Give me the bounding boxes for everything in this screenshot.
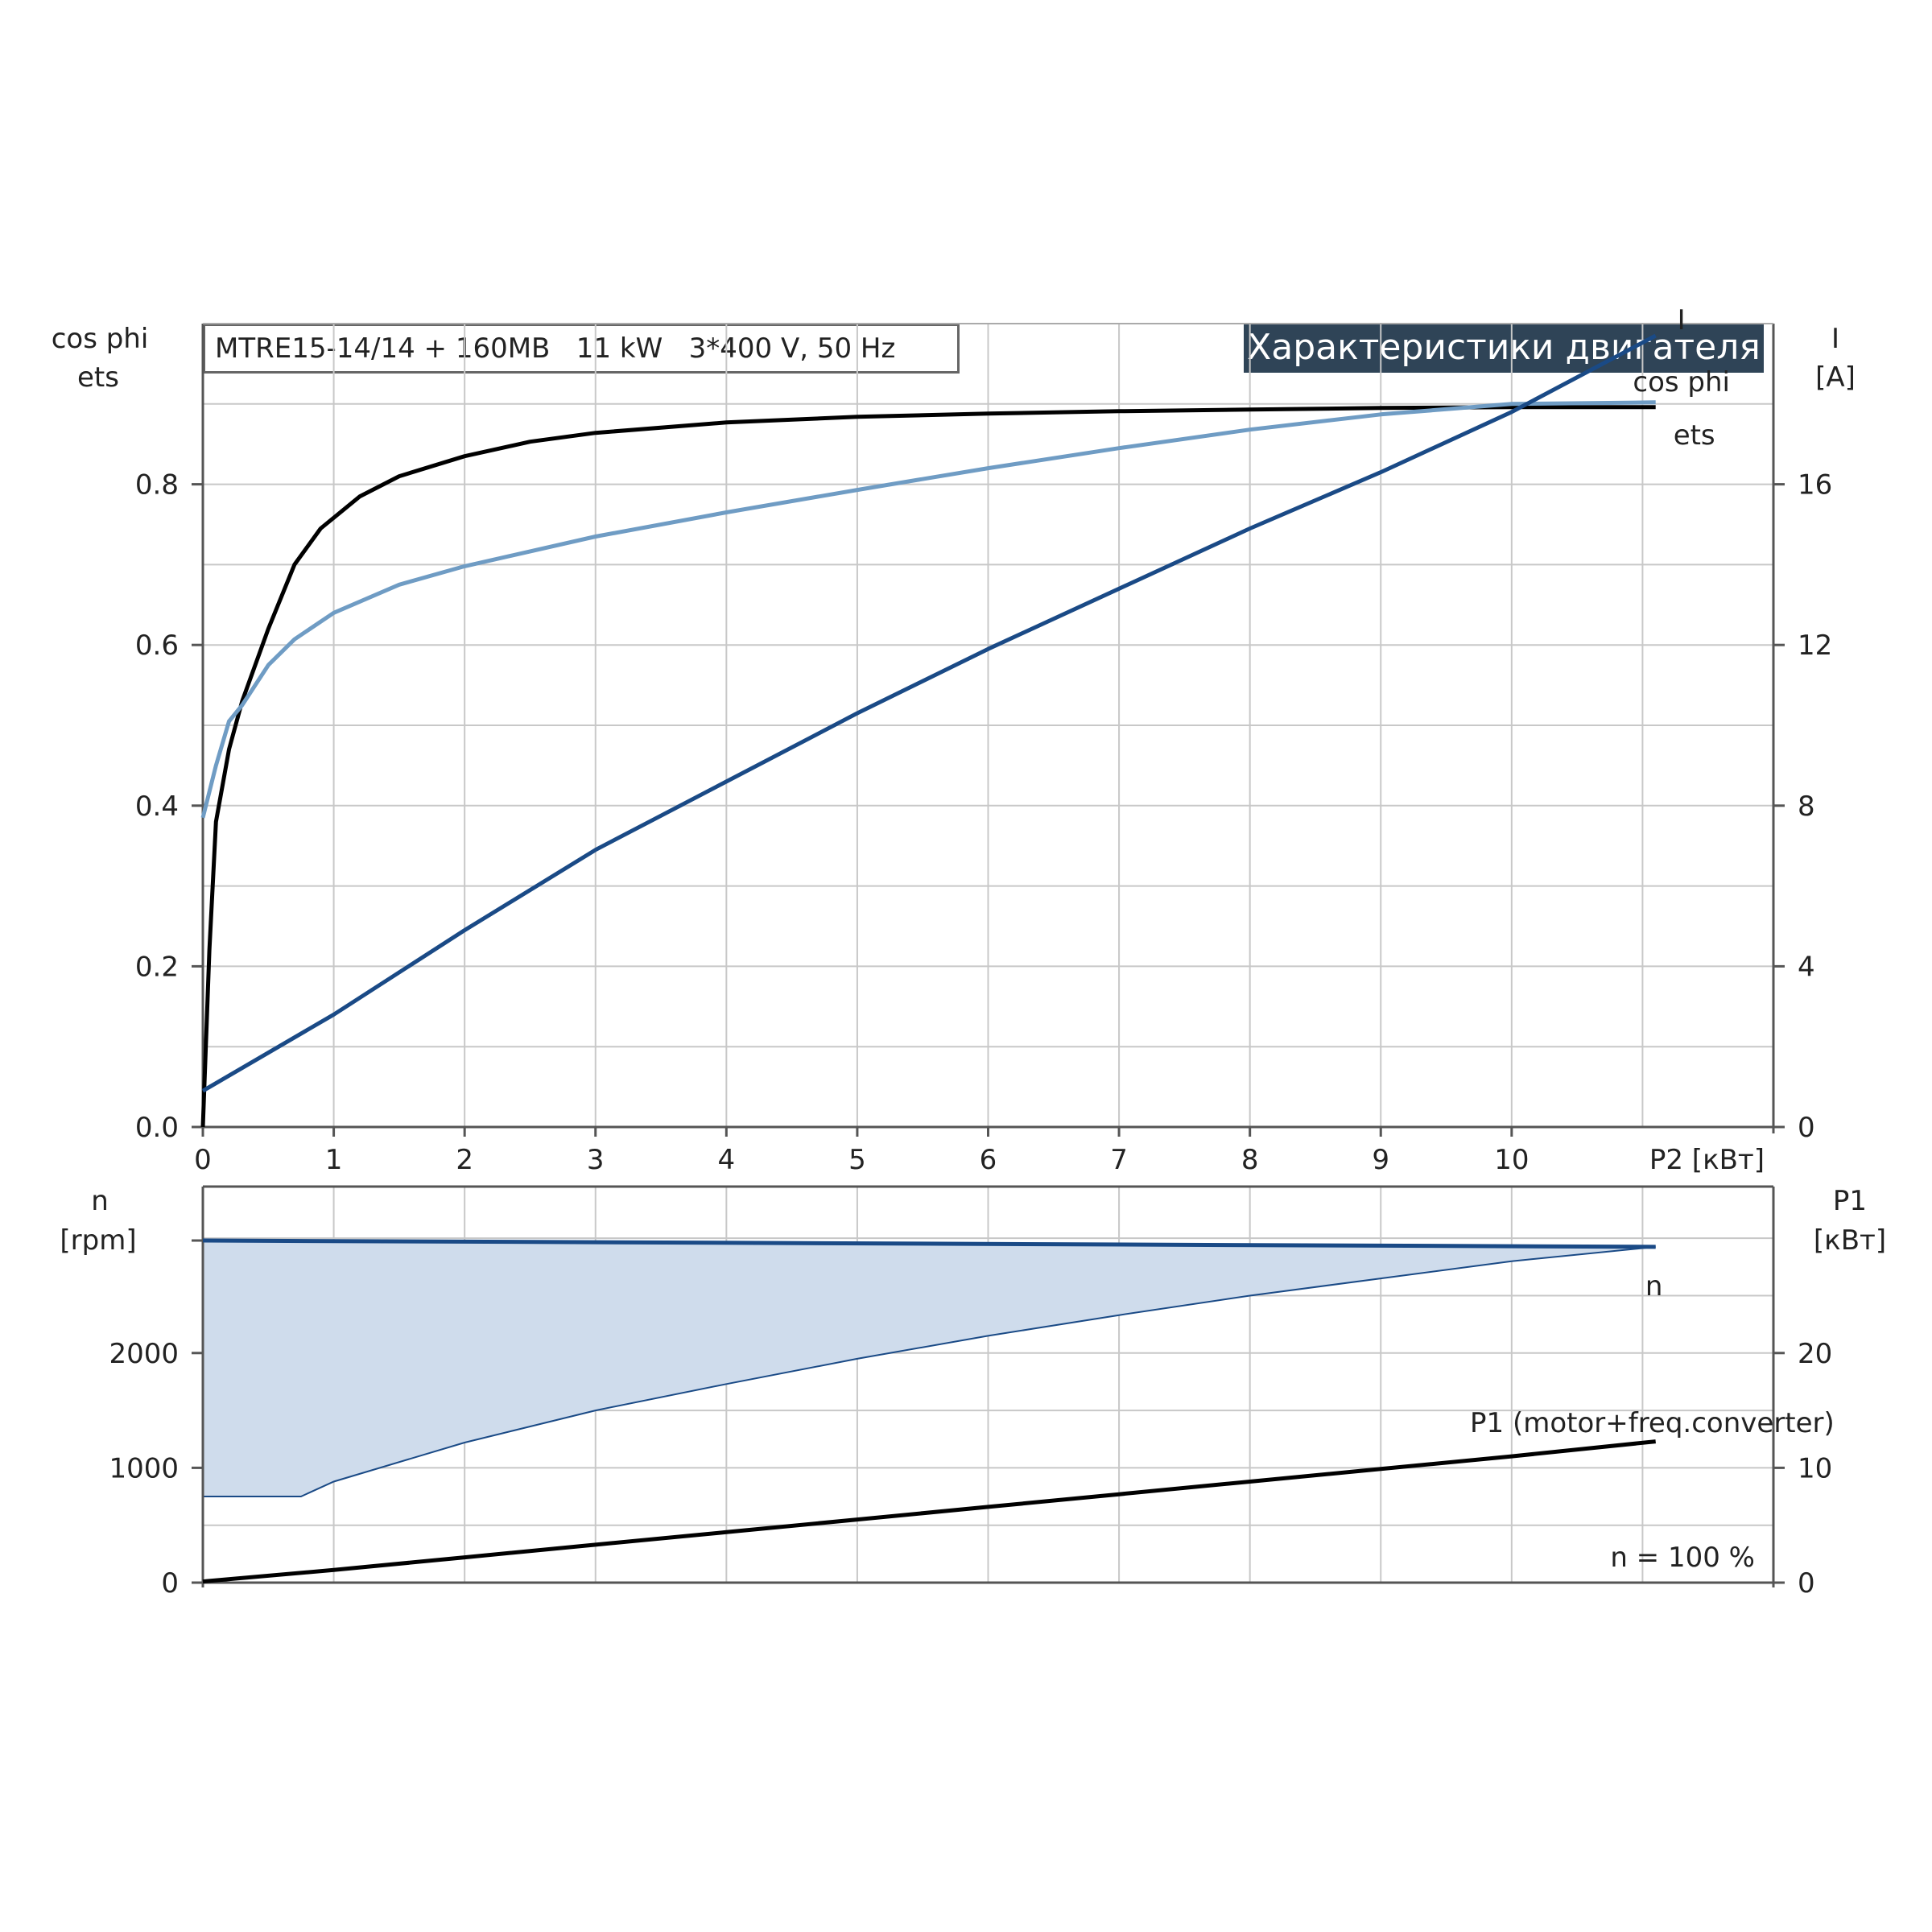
upper-x-tick-label: 10 — [1494, 1144, 1529, 1176]
upper-left-axis-label-line2: ets — [77, 361, 119, 394]
lower-left-tick-label: 1000 — [109, 1452, 179, 1484]
label-current: I — [1678, 304, 1686, 336]
lower-right-axis-label-line2: [кВт] — [1814, 1224, 1886, 1257]
lower-right-tick-label: 0 — [1798, 1567, 1815, 1600]
label-eta: ets — [1674, 419, 1715, 452]
upper-left-tick-label: 0.0 — [135, 1112, 179, 1144]
annotation-speed-percent: n = 100 % — [1610, 1542, 1755, 1574]
upper-x-tick-label: 5 — [848, 1144, 866, 1176]
label-cos-phi: cos phi — [1633, 366, 1730, 398]
series-line-p1 — [202, 1439, 1656, 1584]
upper-right-axis-label-line2: [A] — [1815, 361, 1856, 394]
upper-left-tick-label: 0.8 — [135, 469, 179, 502]
upper-right-tick-label: 4 — [1798, 951, 1815, 983]
series-line-cos-phi — [200, 400, 1656, 819]
series-line-i — [201, 333, 1657, 1093]
upper-x-tick-label: 8 — [1241, 1144, 1259, 1176]
upper-x-tick-label: 2 — [456, 1144, 473, 1176]
chart-title: Характеристики двигателя — [1244, 323, 1764, 373]
lower-right-axis-label-line1: P1 — [1833, 1185, 1867, 1217]
series-line-speed — [202, 1238, 1656, 1249]
upper-right-tick-label: 12 — [1798, 630, 1832, 662]
header-model-label: MTRE15-14/14 + 160MB 11 kW 3*400 V, 50 H… — [203, 324, 960, 374]
lower-right-tick-label: 20 — [1798, 1338, 1832, 1370]
upper-left-tick-label: 0.4 — [135, 791, 179, 823]
upper-right-tick-label: 0 — [1798, 1112, 1815, 1144]
label-p1: P1 (motor+freq.converter) — [1470, 1407, 1835, 1439]
upper-x-tick-label: 4 — [718, 1144, 736, 1176]
upper-right-axis-label-line1: I — [1831, 323, 1839, 355]
lower-left-axis-label-line2: [rpm] — [60, 1224, 136, 1257]
upper-x-axis-label: P2 [кВт] — [1649, 1144, 1765, 1176]
lower-plot: 0 1000 2000 0 10 20 n [rpm] P1 [кВт] n P1 (motor+fr… — [60, 1185, 1886, 1600]
upper-x-tick-label: 3 — [587, 1144, 605, 1176]
upper-x-tick-label: 6 — [980, 1144, 997, 1176]
lower-left-tick-label: 2000 — [109, 1338, 179, 1370]
upper-x-tick-label: 9 — [1372, 1144, 1389, 1176]
upper-x-tick-label: 0 — [194, 1144, 212, 1176]
upper-x-tick-label: 7 — [1110, 1144, 1128, 1176]
upper-x-tick-label: 1 — [325, 1144, 343, 1176]
upper-right-tick-label: 8 — [1798, 791, 1815, 823]
lower-right-tick-label: 10 — [1798, 1452, 1832, 1484]
lower-left-axis-label-line1: n — [91, 1185, 109, 1217]
lower-left-tick-label: 0 — [161, 1567, 179, 1600]
upper-left-axis-label-line1: cos phi — [52, 323, 149, 355]
speed-range-lower-line — [203, 1245, 1656, 1497]
upper-left-tick-label: 0.2 — [135, 951, 179, 983]
label-speed: n — [1645, 1270, 1663, 1302]
series-line-ets — [200, 405, 1656, 1128]
upper-left-tick-label: 0.6 — [135, 630, 179, 662]
upper-right-tick-label: 16 — [1798, 469, 1832, 502]
speed-range-area — [203, 1241, 1656, 1496]
